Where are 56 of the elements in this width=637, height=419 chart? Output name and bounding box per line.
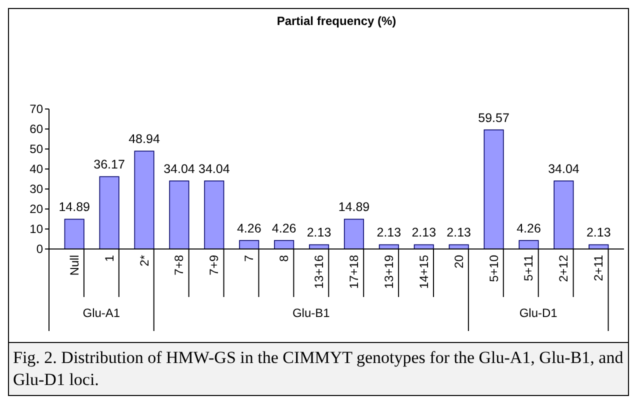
x-tick-label: 8 [277,254,292,262]
data-label: 4.26 [236,221,262,236]
text: Glu-D1 [519,306,558,320]
bar [134,150,154,250]
bar [204,180,224,250]
bar [518,240,539,250]
data-label: 14.89 [58,200,90,214]
y-tick-label: 10 [30,222,44,236]
bar [274,240,294,250]
data-label: 34.04 [548,162,580,176]
y-tick-label: 70 [30,102,44,116]
data-label: 2.13 [412,226,436,240]
text: Glu-B1 [292,306,330,320]
x-tick-label: 7+8 [172,254,186,276]
bar [554,180,574,250]
y-tick-label: 0 [36,242,44,256]
x-tick-label: 5+11 [522,254,536,282]
x-tick-label: Null [67,255,82,276]
data-label: 14.89 [338,200,370,214]
y-tick-label: 40 [30,162,44,176]
y-tick-label: 30 [30,182,44,196]
data-label: 34.04 [198,162,230,176]
bar [344,218,364,250]
x-tick-label: 7+9 [207,254,222,276]
data-label: 2.13 [306,226,332,240]
x-tick-label: 1 [102,254,116,262]
bar [99,176,120,250]
caption: Fig. 2. Distribution of HMW-GS in the CIMMYT genotypes for the Glu-A1, Glu-B1, and Glu-D1 loci. [8,343,629,396]
x-tick-label: 2+12 [556,254,571,282]
data-label: 4.26 [516,221,541,236]
data-label: 2.13 [586,226,611,240]
x-tick-label: 20 [452,254,466,268]
x-tick-label: 17+18 [346,254,361,289]
bar [169,180,190,250]
x-tick-label: 13+16 [312,254,326,289]
bar [64,218,84,250]
x-tick-label: 2* [137,254,152,266]
y-tick-label: 20 [30,202,44,216]
data-label: 34.04 [164,162,195,176]
text: Glu-A1 [82,306,120,320]
data-label: 2.13 [446,226,472,240]
data-label: 4.26 [272,221,296,236]
x-tick-label: 2+11 [592,254,606,282]
chart-title: Partial frequency (%) [276,14,396,28]
y-tick-label: 50 [30,142,44,156]
data-label: 36.17 [94,158,125,172]
bar [484,129,504,250]
data-label: 2.13 [376,226,402,240]
data-label: 59.57 [478,110,510,125]
x-tick-label: 14+15 [416,254,431,289]
y-tick-label: 60 [30,122,44,136]
x-tick-label: 5+10 [486,254,501,282]
bar [239,240,260,250]
x-tick-label: 7 [242,254,256,262]
x-tick-label: 13+19 [382,254,396,289]
data-label: 48.94 [128,132,160,146]
